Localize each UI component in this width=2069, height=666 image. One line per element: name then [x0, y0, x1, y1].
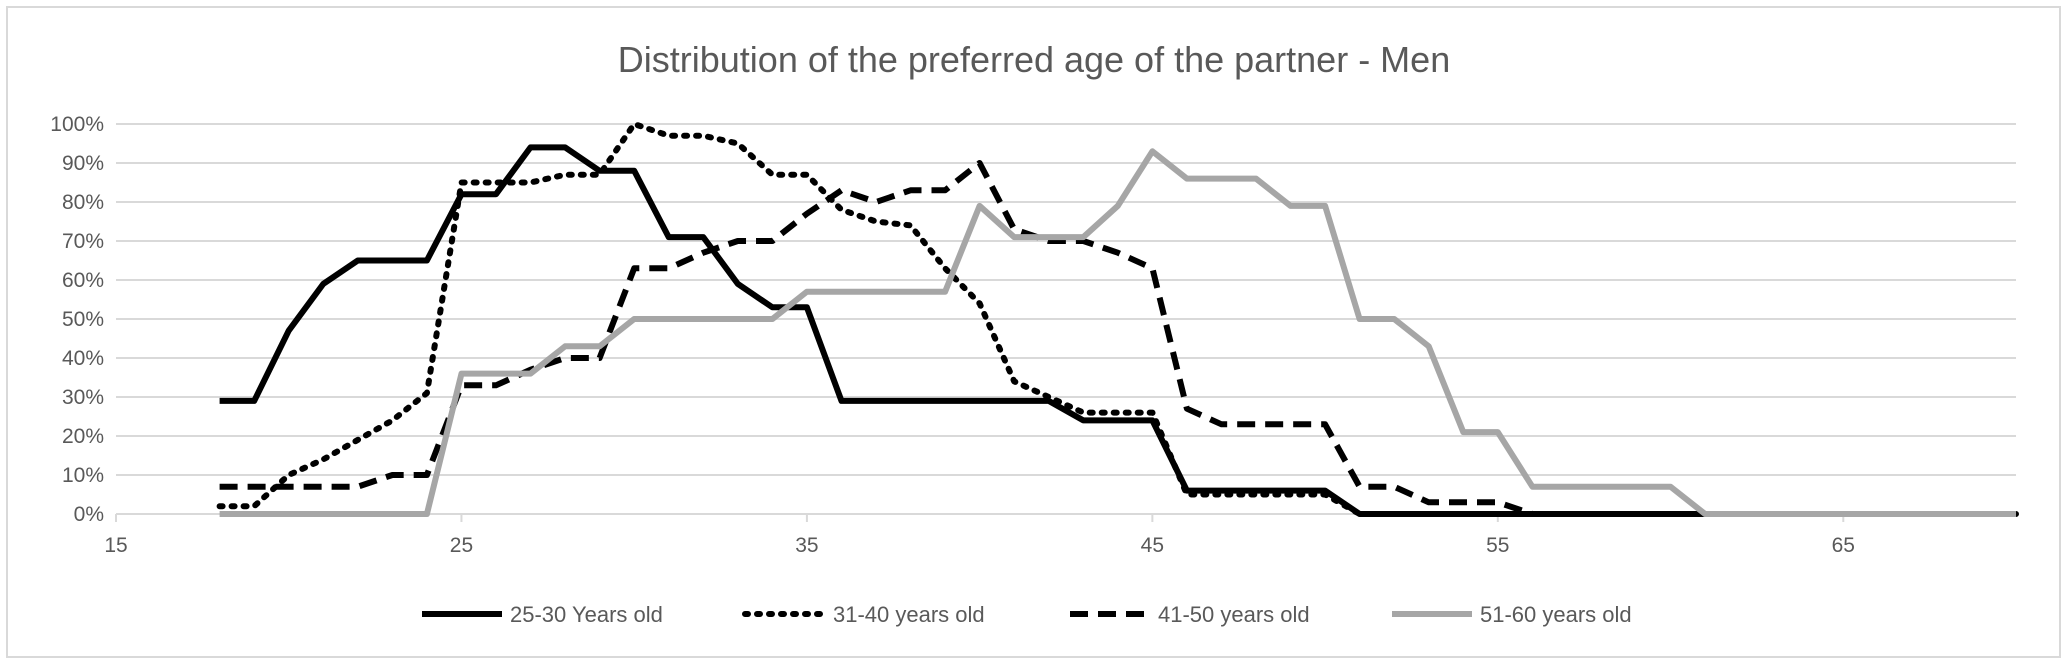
legend-label: 25-30 Years old: [510, 602, 663, 627]
y-tick-label: 30%: [62, 386, 104, 409]
x-axis-tick-labels: 15 25 35 45 55 65: [104, 534, 1855, 557]
x-tick-label: 65: [1832, 534, 1855, 557]
y-tick-label: 0%: [74, 503, 104, 526]
y-axis-tick-labels: 0% 10% 20% 30% 40% 50% 60% 70% 80% 90% 100%: [50, 113, 104, 526]
y-tick-label: 20%: [62, 425, 104, 448]
legend-label: 31-40 years old: [833, 602, 985, 627]
x-tick-label: 25: [450, 534, 473, 557]
x-tick-label: 55: [1486, 534, 1509, 557]
chart-frame: [6, 6, 2061, 658]
legend-label: 41-50 years old: [1158, 602, 1310, 627]
y-tick-label: 80%: [62, 191, 104, 214]
series-line-4: [219, 148, 2016, 517]
x-tick-label: 15: [104, 534, 127, 557]
series-line-3: [219, 160, 2016, 517]
legend: 25-30 Years old 31-40 years old 41-50 year…: [422, 602, 1632, 627]
legend-label: 51-60 years old: [1480, 602, 1632, 627]
x-tick-label: 45: [1141, 534, 1164, 557]
y-tick-label: 10%: [62, 464, 104, 487]
y-tick-label: 70%: [62, 230, 104, 253]
y-tick-label: 60%: [62, 269, 104, 292]
gridlines: [115, 123, 2016, 522]
y-tick-label: 50%: [62, 308, 104, 331]
y-tick-label: 40%: [62, 347, 104, 370]
series-lines: [216, 121, 2019, 517]
y-tick-label: 90%: [62, 152, 104, 175]
x-tick-label: 35: [795, 534, 818, 557]
y-tick-label: 100%: [50, 113, 104, 136]
chart-title: Distribution of the preferred age of the…: [618, 39, 1450, 80]
